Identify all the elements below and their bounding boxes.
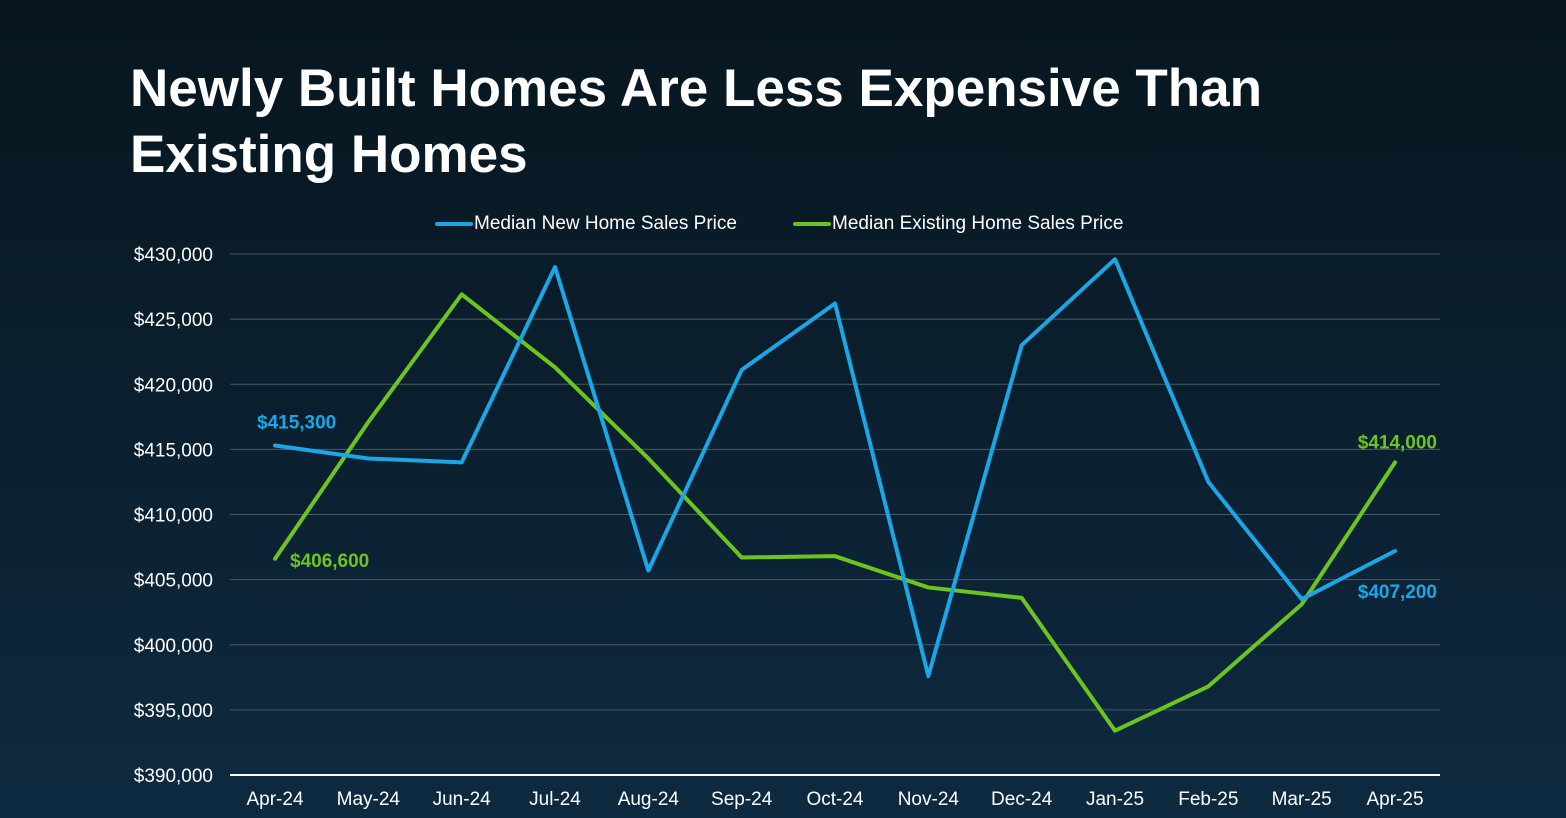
- y-tick-label: $405,000: [134, 571, 213, 592]
- y-tick-label: $395,000: [134, 701, 213, 722]
- x-tick-label: Feb-25: [1178, 789, 1238, 810]
- x-tick-label: Nov-24: [898, 789, 960, 810]
- data-label: $407,200: [1358, 582, 1437, 603]
- legend-item: Median New Home Sales Price: [435, 213, 737, 234]
- y-tick-label: $420,000: [134, 375, 213, 396]
- x-tick-label: Jan-25: [1086, 789, 1144, 810]
- x-tick-label: Apr-24: [246, 789, 303, 810]
- data-label: $414,000: [1358, 432, 1437, 453]
- x-axis-labels: Apr-24 May-24 Jun-24 Jul-24 Aug-24 Sep-24 Oct-…: [246, 789, 1423, 810]
- x-tick-label: Jul-24: [529, 789, 581, 810]
- x-tick-label: Mar-25: [1272, 789, 1332, 810]
- chart-title: Newly Built Homes Are Less Expensive Tha…: [130, 59, 1263, 184]
- x-tick-label: May-24: [337, 789, 401, 810]
- data-labels: $415,300 $406,600 $414,000 $407,200: [257, 412, 1437, 603]
- y-tick-label: $400,000: [134, 636, 213, 657]
- y-tick-label: $425,000: [134, 310, 213, 331]
- legend-item: Median Existing Home Sales Price: [793, 213, 1123, 234]
- y-axis-labels: $390,000 $395,000 $400,000 $405,000 $410,000…: [134, 245, 213, 787]
- legend-label: Median Existing Home Sales Price: [832, 213, 1123, 234]
- data-label: $406,600: [290, 551, 369, 572]
- x-tick-label: Oct-24: [806, 789, 863, 810]
- y-tick-label: $410,000: [134, 506, 213, 527]
- data-label: $415,300: [257, 412, 336, 433]
- y-tick-label: $390,000: [134, 766, 213, 787]
- series-lines: [273, 257, 1397, 733]
- y-tick-label: $430,000: [134, 245, 213, 266]
- series-line-existing-home: [273, 292, 1397, 733]
- legend: Median New Home Sales Price Median Existi…: [435, 213, 1123, 234]
- x-tick-label: Jun-24: [433, 789, 492, 810]
- x-tick-label: Aug-24: [618, 789, 680, 810]
- legend-label: Median New Home Sales Price: [474, 213, 737, 234]
- x-tick-label: Apr-25: [1366, 789, 1423, 810]
- y-tick-label: $415,000: [134, 440, 213, 461]
- x-tick-label: Sep-24: [711, 789, 773, 810]
- gridlines: [230, 253, 1440, 776]
- x-tick-label: Dec-24: [991, 789, 1053, 810]
- series-line-new-home: [273, 257, 1397, 679]
